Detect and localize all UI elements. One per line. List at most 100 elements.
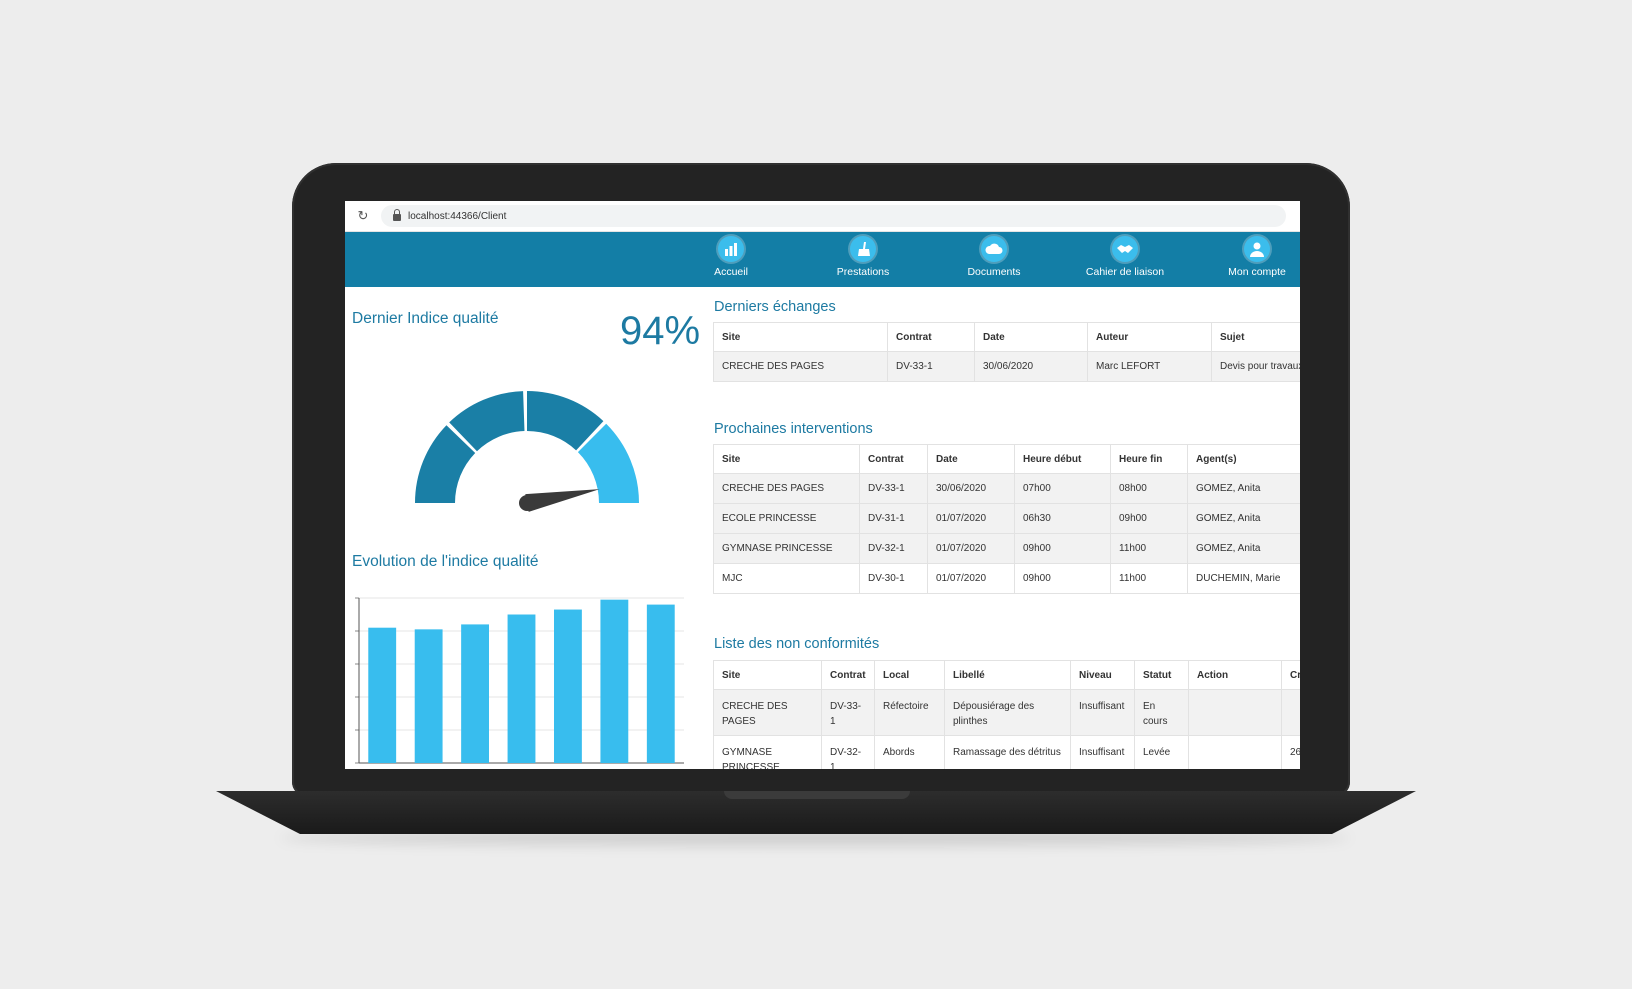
table-cell: 09h00 [1110, 503, 1188, 534]
table-cell: DV-32-1 [821, 735, 875, 769]
column-header[interactable]: Libellé [944, 660, 1071, 690]
table-cell: CRECHE DES PAGES [713, 689, 822, 736]
table-cell: Abords [874, 735, 945, 769]
nav-item-mon-compte[interactable]: Mon compte [1207, 236, 1300, 278]
gauge-segment [577, 423, 639, 503]
table-cell: 08h00 [1110, 473, 1188, 504]
table-cell: GYMNASE PRINCESSE [713, 533, 860, 564]
table-cell: ECOLE PRINCESSE [713, 503, 860, 534]
column-header[interactable]: Niveau [1070, 660, 1135, 690]
table-cell: 30/06/2020 [974, 351, 1088, 382]
interventions-table: Site Contrat Date Heure début Heure fin … [713, 444, 1300, 594]
table-cell: Levée [1134, 735, 1189, 769]
laptop-notch [724, 791, 910, 799]
table-cell: DV-30-1 [859, 563, 928, 594]
table-row[interactable]: MJC DV-30-1 01/07/2020 09h00 11h00 DUCHE… [713, 563, 1300, 594]
table-cell: Insuffisant [1070, 689, 1135, 736]
column-header[interactable]: Heure début [1014, 444, 1111, 474]
table-cell: 06h30 [1014, 503, 1111, 534]
chart-bar [646, 604, 675, 763]
column-header[interactable]: Site [713, 660, 822, 690]
table-cell: Dépousiérage des plinthes [944, 689, 1071, 736]
table-cell: 30/06/2020 [927, 473, 1015, 504]
quality-evolution-chart [355, 597, 684, 764]
column-header[interactable]: Local [874, 660, 945, 690]
column-header[interactable]: Site [713, 322, 888, 352]
evolution-title: Evolution de l'indice qualité [352, 553, 539, 570]
chart-bar [461, 624, 489, 763]
nonconformities-table: Site Contrat Local Libellé Niveau Statut… [713, 660, 1300, 769]
table-cell: 09h00 [1014, 563, 1111, 594]
nav-item-accueil[interactable]: Accueil [681, 236, 781, 278]
table-row[interactable]: ECOLE PRINCESSE DV-31-1 01/07/2020 06h30… [713, 503, 1300, 534]
quality-title: Dernier Indice qualité [352, 310, 499, 327]
laptop-screen: ↻ localhost:44366/Client Accueil Prestat… [345, 201, 1300, 769]
top-navigation: Accueil Prestations Documents Cahier de … [345, 232, 1300, 287]
nonconformities-title: Liste des non conformités [714, 636, 880, 652]
table-row[interactable]: GYMNASE PRINCESSE DV-32-1 01/07/2020 09h… [713, 533, 1300, 564]
table-cell: Devis pour travaux [1211, 351, 1300, 382]
gauge-segment [527, 391, 604, 451]
exchanges-title: Derniers échanges [714, 299, 836, 315]
table-cell [1188, 689, 1282, 736]
gauge-segment [449, 391, 525, 452]
chart-bar [554, 609, 582, 763]
table-cell: Marc LEFORT [1087, 351, 1212, 382]
column-header[interactable]: Date [974, 322, 1088, 352]
nav-label: Accueil [714, 266, 748, 278]
table-cell: CRECHE DES PAGES [713, 351, 888, 382]
column-header[interactable]: Date [927, 444, 1015, 474]
column-header[interactable]: Statut [1134, 660, 1189, 690]
quality-gauge [415, 391, 639, 512]
table-cell: 11h00 [1110, 533, 1188, 564]
table-cell: DV-33-1 [887, 351, 975, 382]
table-cell: MJC [713, 563, 860, 594]
chart-bar [368, 627, 397, 763]
nav-item-cahier-de-liaison[interactable]: Cahier de liaison [1075, 236, 1175, 278]
table-cell: 07h00 [1014, 473, 1111, 504]
user-icon [1244, 236, 1270, 262]
nav-item-documents[interactable]: Documents [944, 236, 1044, 278]
gauge-needle [519, 489, 600, 512]
table-cell: DUCHEMIN, Marie [1187, 563, 1300, 594]
bar-chart-icon [718, 236, 744, 262]
table-row[interactable]: CRECHE DES PAGES DV-33-1 30/06/2020 07h0… [713, 473, 1300, 504]
url-field[interactable]: localhost:44366/Client [381, 205, 1286, 227]
chart-bar [414, 629, 443, 763]
nav-label: Prestations [836, 266, 890, 278]
table-cell: 09h00 [1014, 533, 1111, 564]
reload-icon[interactable]: ↻ [357, 208, 369, 223]
table-cell: En cours [1134, 689, 1189, 736]
column-header[interactable]: Site [713, 444, 860, 474]
table-row[interactable]: CRECHE DES PAGES DV-33-1 30/06/2020 Marc… [713, 351, 1300, 382]
chart-bar [600, 599, 629, 763]
table-cell: DV-33-1 [859, 473, 928, 504]
table-cell: DV-32-1 [859, 533, 928, 564]
table-row[interactable]: CRECHE DES PAGES DV-33-1 Réfectoire Dépo… [713, 689, 1300, 736]
column-header[interactable]: Contrat [887, 322, 975, 352]
quality-value: 94% [620, 309, 701, 353]
nav-item-prestations[interactable]: Prestations [813, 236, 913, 278]
column-header[interactable]: Action [1188, 660, 1282, 690]
interventions-title: Prochaines interventions [714, 421, 873, 437]
table-cell: GYMNASE PRINCESSE [713, 735, 822, 769]
table-cell: Ramassage des détritus [944, 735, 1071, 769]
column-header[interactable]: Sujet [1211, 322, 1300, 352]
column-header[interactable]: Auteur [1087, 322, 1212, 352]
nav-label: Cahier de liaison [1085, 266, 1165, 278]
column-header[interactable]: Heure fin [1110, 444, 1188, 474]
table-cell: GOMEZ, Anita [1187, 503, 1300, 534]
table-row[interactable]: GYMNASE PRINCESSE DV-32-1 Abords Ramassa… [713, 735, 1300, 769]
column-header[interactable]: Agent(s) [1187, 444, 1300, 474]
column-header[interactable]: Contrat [821, 660, 875, 690]
table-cell: 01/07/2020 [927, 563, 1015, 594]
handshake-icon [1112, 236, 1138, 262]
column-header[interactable]: Contrat [859, 444, 928, 474]
table-cell [1188, 735, 1282, 769]
column-header[interactable]: Cre [1281, 660, 1300, 690]
lock-icon [393, 208, 401, 221]
table-cell: GOMEZ, Anita [1187, 533, 1300, 564]
cloud-icon [981, 236, 1007, 262]
browser-address-bar: ↻ localhost:44366/Client [345, 201, 1300, 232]
nav-label: Mon compte [1228, 266, 1286, 278]
